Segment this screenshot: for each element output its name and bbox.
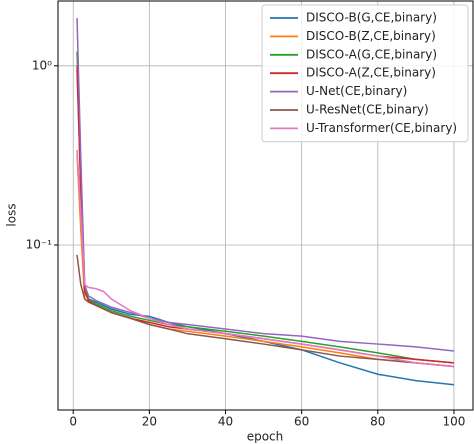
legend-label: U-Transformer(CE,binary) <box>306 121 457 135</box>
series-line <box>76 149 455 368</box>
legend: DISCO-B(G,CE,binary) DISCO-B(Z,CE,binary)… <box>261 4 469 143</box>
y-axis-label: loss <box>5 203 19 226</box>
legend-label: DISCO-B(G,CE,binary) <box>306 11 437 25</box>
y-tick-label: 10⁻¹ <box>26 238 53 252</box>
series-line <box>76 17 455 352</box>
x-tick-label: 100 <box>443 415 466 429</box>
legend-label: DISCO-B(Z,CE,binary) <box>306 29 436 43</box>
x-tick-label: 60 <box>294 415 309 429</box>
series-line <box>76 154 455 368</box>
x-tick-label: 40 <box>218 415 233 429</box>
series-line <box>76 51 455 364</box>
x-tick-label: 0 <box>69 415 77 429</box>
legend-label: DISCO-A(G,CE,binary) <box>306 47 437 61</box>
legend-label: U-ResNet(CE,binary) <box>306 103 429 117</box>
legend-box <box>261 4 469 143</box>
x-axis-label: epoch <box>247 430 284 444</box>
x-tick-label: 80 <box>370 415 385 429</box>
legend-label: DISCO-A(Z,CE,binary) <box>306 66 436 80</box>
legend-label: U-Net(CE,binary) <box>306 84 407 98</box>
x-tick-label: 20 <box>142 415 157 429</box>
y-tick-label: 10⁰ <box>32 58 52 72</box>
plot-frame <box>57 0 474 411</box>
series-line <box>76 254 455 368</box>
